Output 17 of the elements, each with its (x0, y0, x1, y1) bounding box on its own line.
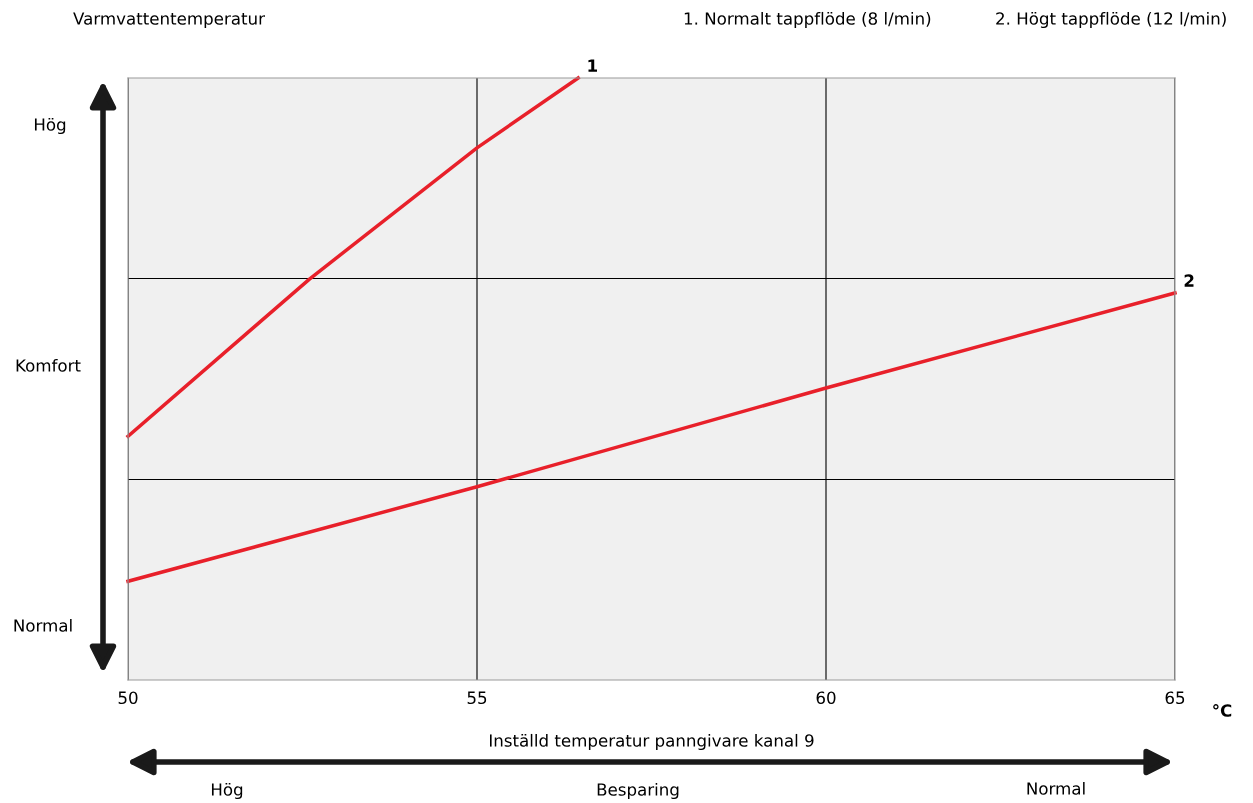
x-tick-label: 55 (467, 691, 487, 705)
text: Hög (211, 782, 243, 800)
text: 2. Högt tappflöde (12 l/min) (996, 11, 1226, 29)
x-tick-label: 60 (816, 691, 836, 705)
text: °C (1213, 704, 1232, 717)
x-tick-label: 65 (1165, 691, 1185, 705)
chart-title: Varmvattentemperatur (73, 12, 265, 29)
x-tick-label: 50 (118, 691, 138, 705)
text: 1. Normalt tappflöde (8 l/min) (684, 11, 931, 29)
text: Komfort (16, 358, 81, 372)
text: Hög (34, 117, 66, 135)
text: Normal (14, 618, 72, 632)
series-label: 1 (588, 59, 597, 72)
series-label: 2 (1184, 274, 1194, 287)
text: Normal (1027, 781, 1085, 795)
x-axis-title: Inställd temperatur panngivare kanal 9 (489, 733, 814, 751)
text: Besparing (597, 782, 679, 800)
